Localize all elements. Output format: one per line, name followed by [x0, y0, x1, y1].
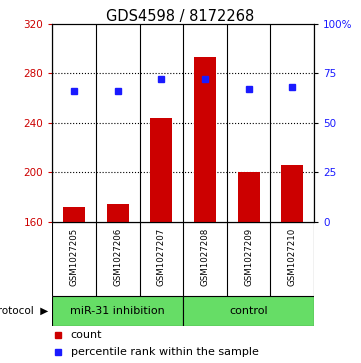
Bar: [281, 165, 303, 222]
Text: GSM1027210: GSM1027210: [288, 228, 297, 286]
Text: GSM1027205: GSM1027205: [70, 228, 79, 286]
Text: GDS4598 / 8172268: GDS4598 / 8172268: [106, 9, 255, 24]
Bar: [63, 207, 85, 222]
Text: protocol  ▶: protocol ▶: [0, 306, 49, 316]
Bar: [52, 295, 183, 326]
Text: count: count: [71, 330, 102, 340]
Text: percentile rank within the sample: percentile rank within the sample: [71, 347, 258, 357]
Bar: [194, 57, 216, 222]
Text: GSM1027207: GSM1027207: [157, 228, 166, 286]
Text: GSM1027209: GSM1027209: [244, 228, 253, 286]
Text: GSM1027208: GSM1027208: [200, 228, 209, 286]
Bar: [107, 204, 129, 222]
Text: miR-31 inhibition: miR-31 inhibition: [70, 306, 165, 316]
Text: GSM1027206: GSM1027206: [113, 228, 122, 286]
Text: control: control: [229, 306, 268, 316]
Bar: [151, 118, 172, 222]
Bar: [238, 172, 260, 222]
Bar: [183, 295, 314, 326]
